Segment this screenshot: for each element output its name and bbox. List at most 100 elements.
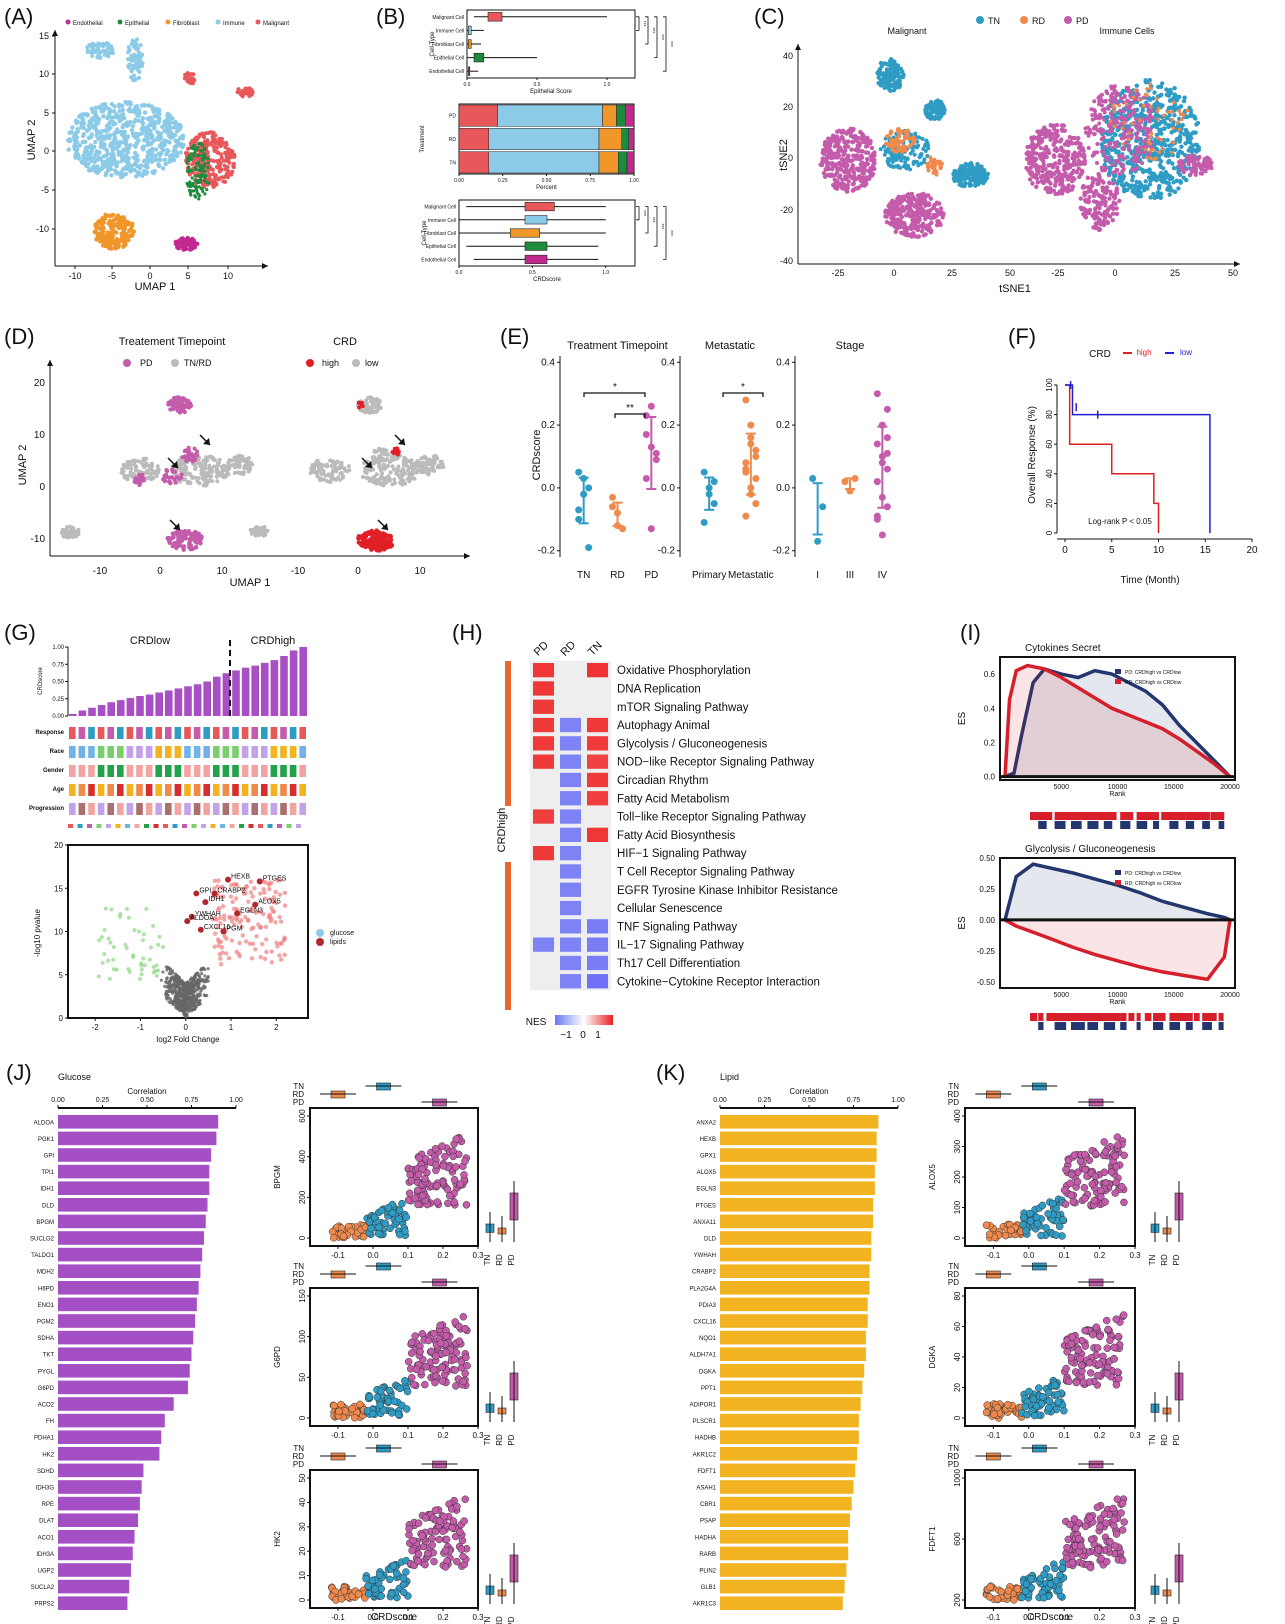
umap-immune-point — [155, 135, 160, 141]
tsne-pd-point — [899, 214, 905, 220]
tsne-pd-point — [1188, 172, 1193, 177]
tsne-rd-point — [1170, 117, 1174, 122]
box-epi-category: Immune Cell — [436, 28, 464, 34]
tsne-pd-point — [1117, 172, 1122, 177]
tsne-pd-point — [1103, 144, 1108, 149]
tsne-pd-point — [1042, 153, 1047, 158]
tsne-tn-point — [889, 82, 895, 88]
tsne-tn-point — [1172, 113, 1177, 118]
tsne-pd-point — [865, 150, 871, 155]
tsne-tn-point — [941, 106, 947, 111]
panel-label-f: (F) — [1008, 324, 1037, 349]
tsne-rd-point — [888, 131, 893, 136]
tsne-pd-point — [1087, 127, 1092, 132]
stack-xlabel: Percent — [536, 185, 557, 191]
umap-immune-point — [171, 153, 176, 159]
tsne-pd-point — [824, 146, 830, 151]
box-epi-sig-bracket — [663, 16, 667, 72]
umap-immune-point — [113, 137, 118, 143]
umap-malignant-point — [225, 158, 230, 163]
umap-a-x-arrow — [262, 263, 268, 269]
tsne-pd-point — [1069, 187, 1075, 192]
tsne-pd-point — [1097, 121, 1102, 126]
umap-immune-point — [122, 136, 128, 142]
umap-d-point — [309, 468, 314, 473]
tsne-tn-point — [975, 162, 981, 168]
tsne-pd-point — [1061, 149, 1067, 154]
tsne-pd-point — [1129, 128, 1134, 133]
umap-epithelial-point — [202, 178, 206, 182]
tsne-tn-point — [894, 155, 899, 160]
umap-immune-point — [142, 137, 147, 143]
tsne-pd-point — [916, 224, 922, 230]
umap-epithelial-point — [185, 169, 189, 173]
umap-malignant-point — [223, 140, 228, 145]
box-epi-sig-bracket — [645, 16, 649, 45]
tsne-pd-point — [1027, 177, 1033, 182]
umap-d-point — [371, 476, 376, 481]
tsne-pd-point — [941, 211, 946, 216]
umap-malignant-point — [222, 174, 227, 179]
umap-d-legend-dot — [123, 359, 131, 367]
umap-d-point — [198, 463, 203, 468]
tsne-pd-point — [1126, 147, 1131, 152]
umap-immune-point — [135, 170, 141, 175]
umap-d-point — [321, 463, 326, 468]
tsne-pd-point — [1127, 113, 1132, 118]
umap-immune-point — [155, 109, 161, 115]
tsne-pd-point — [905, 225, 910, 231]
umap-d-point — [363, 398, 369, 403]
umap-immune-point — [117, 104, 122, 109]
tsne-tn-point — [1143, 179, 1148, 184]
tsne-pd-point — [870, 158, 876, 163]
tsne-pd-point — [900, 198, 905, 203]
tsne-pd-point — [901, 221, 907, 226]
umap-fibroblast-point — [129, 224, 135, 229]
box-crd-sig-bracket — [663, 206, 667, 260]
tsne-tn-point — [951, 171, 956, 177]
umap-immune-point — [126, 45, 131, 50]
umap-fibroblast-point — [101, 220, 106, 225]
umap-immune-point — [120, 172, 125, 177]
umap-d-point — [379, 474, 384, 479]
umap-immune-point — [160, 166, 166, 171]
umap-malignant-point — [212, 145, 217, 150]
umap-d-legend-label: TN/RD — [184, 358, 212, 368]
tsne-pd-point — [830, 135, 836, 140]
umap-d-point — [75, 528, 80, 533]
umap-immune-point — [73, 155, 78, 160]
tsne-xtick-label: 0 — [891, 268, 896, 278]
tsne-pd-point — [1049, 174, 1054, 179]
tsne-rd-point — [1127, 137, 1131, 142]
stack-segment — [621, 128, 629, 150]
tsne-xtick-label: -25 — [1051, 268, 1064, 278]
tsne-pd-point — [1135, 146, 1140, 151]
tsne-pd-point — [825, 172, 831, 178]
umap-d-point — [330, 458, 335, 463]
tsne-pd-point — [843, 140, 849, 146]
tsne-pd-point — [1197, 154, 1202, 159]
umap-immune-point — [133, 156, 138, 162]
umap-malignant-point — [239, 92, 244, 97]
tsne-rd-point — [885, 134, 890, 139]
umap-d-point — [184, 467, 189, 472]
tsne-pd-point — [1103, 165, 1108, 170]
tsne-pd-point — [1190, 169, 1195, 174]
umap-immune-point — [119, 158, 124, 164]
tsne-pd-point — [1132, 107, 1137, 112]
stack-category: PD — [449, 114, 456, 120]
umap-malignant-point — [202, 135, 207, 140]
umap-endothelial-point — [185, 237, 191, 242]
tsne-pd-point — [824, 161, 830, 167]
tsne-pd-point — [842, 144, 848, 150]
tsne-pd-point — [1114, 144, 1119, 149]
umap-d-point — [184, 459, 189, 464]
tsne-pd-point — [940, 215, 945, 220]
tsne-tn-point — [938, 114, 944, 119]
tsne-tn-point — [1158, 191, 1164, 196]
umap-immune-point — [118, 115, 124, 121]
tsne-pd-point — [1043, 176, 1048, 182]
umap-d-point — [212, 464, 217, 469]
umap-immune-point — [103, 42, 108, 47]
umap-fibroblast-point — [116, 244, 121, 250]
